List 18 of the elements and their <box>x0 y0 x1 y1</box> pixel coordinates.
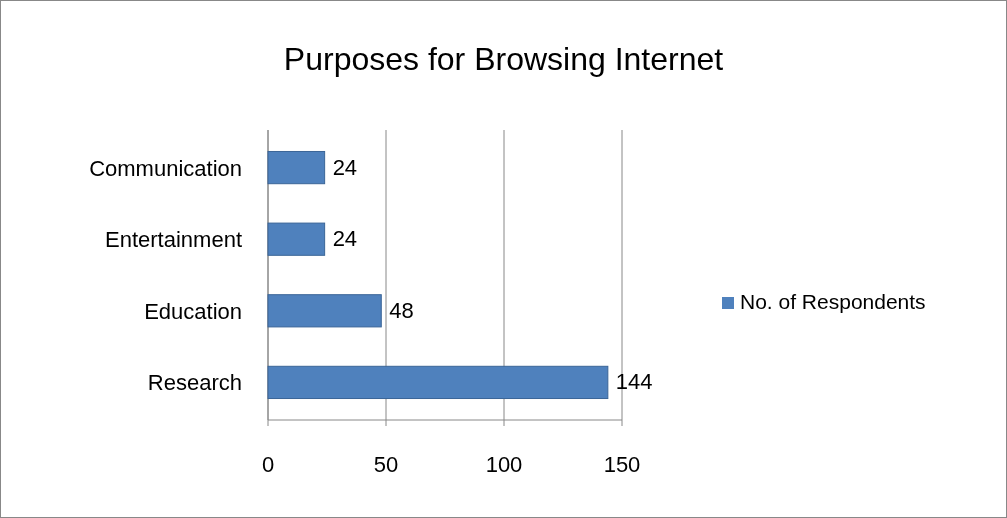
data-label: 144 <box>615 369 653 395</box>
bar <box>267 150 326 185</box>
legend-label: No. of Respondents <box>740 290 926 313</box>
chart-title: Purposes for Browsing Internet <box>283 41 724 77</box>
x-tick-label: 0 <box>261 452 275 477</box>
data-label: 24 <box>332 154 358 180</box>
data-label: 48 <box>389 297 414 323</box>
y-tick-label: Research <box>147 370 242 396</box>
data-label: 24 <box>332 226 358 252</box>
y-tick-label: Communication <box>89 155 242 181</box>
y-tick-label: Education <box>144 298 242 324</box>
bar <box>267 222 326 256</box>
x-tick-label: 50 <box>373 452 399 477</box>
bar <box>267 365 609 400</box>
x-tick-label: 150 <box>603 452 641 477</box>
y-tick-label: Entertainment <box>105 227 242 253</box>
x-tick-label: 100 <box>485 452 523 477</box>
bar <box>267 294 382 328</box>
